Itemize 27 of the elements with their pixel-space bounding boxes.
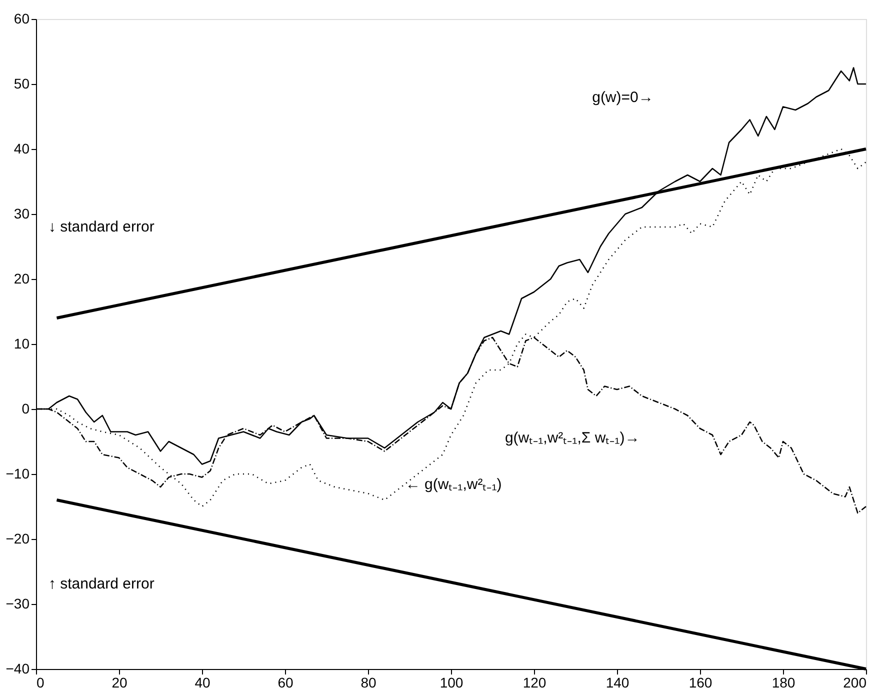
annotation: ↓ standard error bbox=[48, 218, 154, 236]
x-tick-label: 160 bbox=[688, 674, 712, 690]
y-tick-label: −10 bbox=[6, 466, 30, 482]
x-tick-label: 40 bbox=[194, 674, 210, 690]
y-tick-label: 10 bbox=[14, 336, 30, 352]
y-tick-label: 30 bbox=[14, 206, 30, 222]
x-tick-label: 80 bbox=[360, 674, 376, 690]
x-tick-label: 180 bbox=[772, 674, 796, 690]
x-tick-label: 140 bbox=[606, 674, 630, 690]
y-tick-label: 0 bbox=[22, 400, 30, 416]
y-tick-label: 40 bbox=[14, 140, 30, 156]
y-tick-label: −40 bbox=[6, 660, 30, 676]
y-tick-label: −30 bbox=[6, 596, 30, 612]
x-tick-label: 20 bbox=[112, 674, 128, 690]
x-tick-label: 60 bbox=[278, 674, 294, 690]
annotation: ← g(wₜ₋₁,w²ₜ₋₁) bbox=[405, 476, 502, 493]
x-tick-label: 200 bbox=[843, 674, 867, 690]
x-tick-label: 0 bbox=[36, 674, 44, 690]
x-tick-label: 120 bbox=[522, 674, 546, 690]
y-tick-label: 20 bbox=[14, 270, 30, 286]
annotation: ↑ standard error bbox=[48, 576, 154, 593]
x-tick-label: 100 bbox=[440, 674, 464, 690]
y-tick-label: 50 bbox=[14, 76, 30, 92]
y-tick-label: −20 bbox=[6, 530, 30, 546]
annotation: g(w)=0→ bbox=[592, 88, 654, 106]
annotation: g(wₜ₋₁,w²ₜ₋₁,Σ wₜ₋₁)→ bbox=[504, 430, 640, 447]
y-tick-label: 60 bbox=[14, 10, 30, 26]
